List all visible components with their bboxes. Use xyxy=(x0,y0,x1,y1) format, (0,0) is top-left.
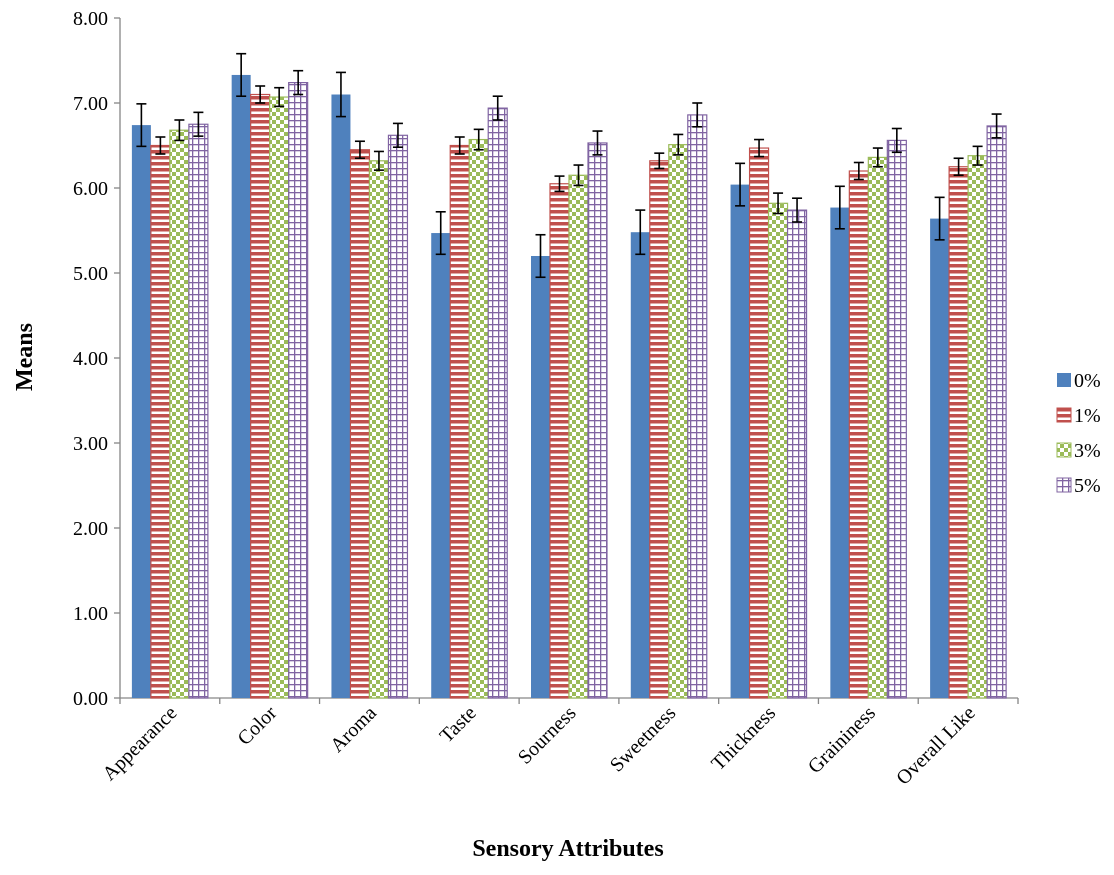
bar xyxy=(349,149,371,699)
bar xyxy=(150,144,171,699)
bar xyxy=(288,81,309,699)
legend-swatch xyxy=(1056,477,1072,493)
bars xyxy=(131,74,1007,699)
y-tick-label: 6.00 xyxy=(73,178,108,200)
bar xyxy=(169,129,190,699)
x-tick-label: Taste xyxy=(436,702,481,747)
x-tick-label: Sourness xyxy=(514,702,581,769)
legend-label: 1% xyxy=(1074,405,1101,427)
y-tick-label: 5.00 xyxy=(73,263,108,285)
x-tick-label: Thickness xyxy=(707,702,780,775)
y-tick-label: 1.00 xyxy=(73,603,108,625)
bar xyxy=(449,144,470,699)
bar xyxy=(368,160,390,699)
x-tick-label: Color xyxy=(233,702,281,750)
bar xyxy=(886,139,907,699)
bar xyxy=(468,138,489,699)
bar xyxy=(687,114,708,699)
bar xyxy=(269,96,290,699)
x-axis-title: Sensory Attributes xyxy=(472,836,663,862)
legend-label: 3% xyxy=(1074,440,1101,462)
bar xyxy=(231,74,251,698)
bar xyxy=(431,233,451,699)
y-tick-label: 2.00 xyxy=(73,518,108,540)
x-tick-label: Appearance xyxy=(98,702,181,785)
y-tick-label: 8.00 xyxy=(73,8,108,30)
bar xyxy=(786,209,808,699)
x-tick-label: Overall Like xyxy=(892,702,980,790)
error-bars xyxy=(136,52,1002,279)
bar xyxy=(250,93,271,699)
bar xyxy=(948,166,969,699)
bar xyxy=(531,256,550,698)
bar xyxy=(830,207,850,699)
bar xyxy=(131,125,151,699)
legend-swatch xyxy=(1056,407,1072,423)
bar xyxy=(188,123,209,699)
x-tick-label: Sweetness xyxy=(606,702,681,777)
y-tick-label: 3.00 xyxy=(73,433,108,455)
y-axis: 0.00 1.00 2.00 3.00 4.00 5.00 6.00 7.00 8.00 xyxy=(73,8,121,710)
bar xyxy=(748,147,770,699)
y-tick-label: 7.00 xyxy=(73,93,108,115)
bar xyxy=(387,134,409,699)
bar xyxy=(649,160,670,699)
bar xyxy=(568,174,589,699)
x-tick-label: Aroma xyxy=(326,702,381,757)
bar xyxy=(487,107,508,699)
legend-label: 0% xyxy=(1074,370,1101,392)
legend-swatch xyxy=(1057,373,1071,387)
bar xyxy=(867,156,888,699)
legend: 0% 1% 3% 5% xyxy=(1056,370,1101,497)
x-tick-label: Graininess xyxy=(804,702,880,778)
bar xyxy=(986,125,1007,699)
y-tick-label: 4.00 xyxy=(73,348,108,370)
legend-label: 5% xyxy=(1074,475,1101,497)
x-axis: Appearance Color Aroma Taste Sourness Sweetne… xyxy=(98,697,1019,790)
bar xyxy=(930,218,950,698)
bar xyxy=(848,170,869,699)
bar xyxy=(668,144,689,699)
y-tick-label: 0.00 xyxy=(73,688,108,710)
bar xyxy=(730,184,750,699)
y-axis-title: Means xyxy=(12,323,38,391)
bar xyxy=(331,94,351,698)
bar xyxy=(630,232,650,698)
bar xyxy=(587,142,608,699)
bar xyxy=(967,155,988,699)
bar xyxy=(767,202,789,699)
bar xyxy=(549,183,570,699)
legend-swatch xyxy=(1056,442,1072,458)
